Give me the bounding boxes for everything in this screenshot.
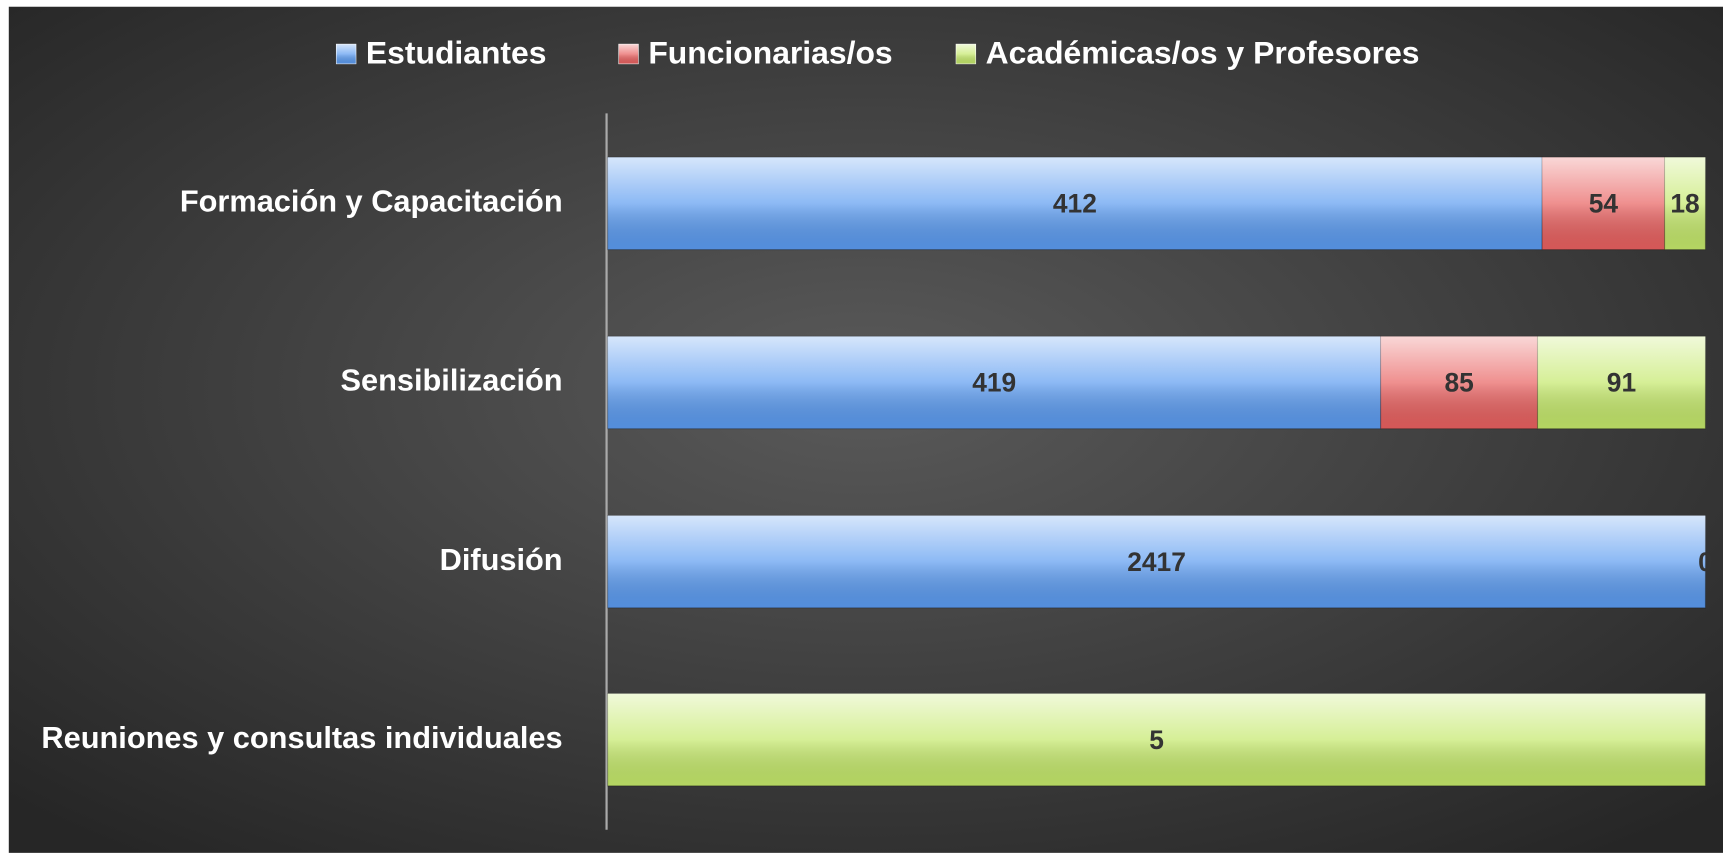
bar-shine — [607, 515, 1706, 608]
bar-shine — [1380, 336, 1538, 429]
category-label: Sensibilización — [340, 363, 562, 398]
data-label: 0 — [1698, 547, 1713, 577]
legend-swatch-shine — [336, 44, 357, 64]
bar-shine — [607, 157, 1543, 250]
legend-swatch-shine — [618, 44, 639, 64]
data-label: 5 — [1149, 725, 1164, 755]
legend-label: Académicas/os y Profesores — [986, 35, 1420, 71]
data-label: 419 — [972, 368, 1016, 398]
data-label: 18 — [1670, 189, 1699, 219]
category-label: Difusión — [440, 542, 563, 577]
data-label: 85 — [1444, 368, 1473, 398]
category-label: Reuniones y consultas individuales — [41, 720, 562, 755]
legend-swatch-shine — [956, 44, 976, 64]
bar-shine — [1664, 157, 1706, 250]
category-label: Formación y Capacitación — [180, 184, 563, 219]
legend-label: Funcionarias/os — [648, 35, 892, 71]
bar-shine — [607, 693, 1706, 786]
data-label: 91 — [1607, 368, 1636, 398]
bar-shine — [1542, 157, 1665, 250]
data-label: 2417 — [1127, 547, 1186, 577]
data-label: 412 — [1053, 189, 1097, 219]
data-label: 54 — [1589, 189, 1619, 219]
bar-shine — [607, 336, 1381, 429]
legend-label: Estudiantes — [366, 35, 547, 71]
bar-shine — [1537, 336, 1706, 429]
